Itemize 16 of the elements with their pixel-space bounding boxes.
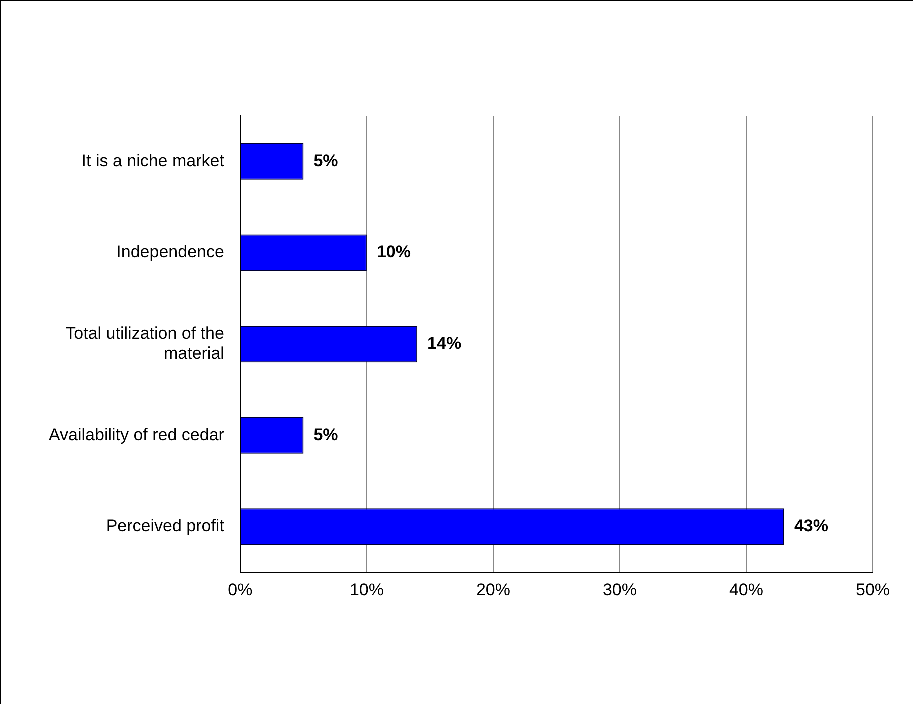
data-label: 5% [314, 425, 338, 444]
x-tick-label: 30% [602, 580, 637, 600]
data-label: 43% [794, 516, 828, 536]
data-label: 10% [376, 242, 411, 262]
y-tick-label: It is a niche market [82, 151, 225, 170]
x-tick-label: 20% [476, 580, 510, 600]
x-tick-label: 0% [228, 580, 253, 600]
data-label: 5% [314, 151, 338, 170]
y-tick-label: Perceived profit [106, 516, 225, 536]
y-tick-label: Availability of red cedar [48, 425, 225, 444]
x-tick-label: 50% [856, 580, 890, 600]
data-label: 14% [428, 334, 462, 353]
y-tick-label: Total utilization of the material [66, 324, 224, 364]
x-tick-label: 40% [729, 580, 764, 600]
y-tick-label: Independence [116, 242, 224, 262]
x-tick-label: 10% [350, 580, 384, 600]
